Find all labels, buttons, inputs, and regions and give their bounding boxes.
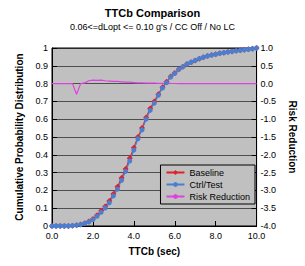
svg-text:0.0: 0.0	[261, 79, 274, 89]
svg-text:Risk Reduction: Risk Reduction	[287, 101, 298, 174]
svg-text:TTCb (sec): TTCb (sec)	[128, 246, 180, 257]
svg-text:10.0: 10.0	[248, 231, 266, 241]
svg-text:6.0: 6.0	[168, 231, 181, 241]
svg-text:-2.0: -2.0	[261, 150, 277, 160]
svg-text:0.5: 0.5	[261, 61, 274, 71]
svg-text:0.9: 0.9	[35, 61, 48, 71]
svg-text:-2.5: -2.5	[261, 168, 277, 178]
svg-text:0.7: 0.7	[35, 96, 48, 106]
svg-text:-0.5: -0.5	[261, 96, 277, 106]
svg-text:1.0: 1.0	[261, 43, 274, 53]
svg-text:4.0: 4.0	[128, 231, 141, 241]
svg-text:0.06<=dLopt <= 0.10 g's / CC O: 0.06<=dLopt <= 0.10 g's / CC Off / No LC	[70, 22, 236, 32]
svg-text:0: 0	[43, 221, 48, 231]
svg-text:0.4: 0.4	[35, 150, 48, 160]
svg-text:Ctrl/Test: Ctrl/Test	[189, 180, 223, 190]
svg-text:-1.0: -1.0	[261, 114, 277, 124]
svg-text:Baseline: Baseline	[189, 168, 224, 178]
svg-text:Cumulative Probability Distrib: Cumulative Probability Distribution	[14, 53, 25, 220]
svg-text:-4.0: -4.0	[261, 221, 277, 231]
svg-text:2.0: 2.0	[87, 231, 100, 241]
svg-text:-1.5: -1.5	[261, 132, 277, 142]
svg-text:0.1: 0.1	[35, 203, 48, 213]
svg-text:TTCb Comparison: TTCb Comparison	[105, 7, 201, 19]
svg-text:0.8: 0.8	[35, 79, 48, 89]
svg-text:0.0: 0.0	[46, 231, 59, 241]
svg-text:1: 1	[43, 43, 48, 53]
svg-text:0.6: 0.6	[35, 114, 48, 124]
svg-text:0.2: 0.2	[35, 185, 48, 195]
svg-text:-3.0: -3.0	[261, 185, 277, 195]
svg-text:0.5: 0.5	[35, 132, 48, 142]
svg-text:Risk Reduction: Risk Reduction	[189, 192, 250, 202]
svg-text:8.0: 8.0	[209, 231, 222, 241]
svg-text:-3.5: -3.5	[261, 203, 277, 213]
svg-text:0.3: 0.3	[35, 168, 48, 178]
